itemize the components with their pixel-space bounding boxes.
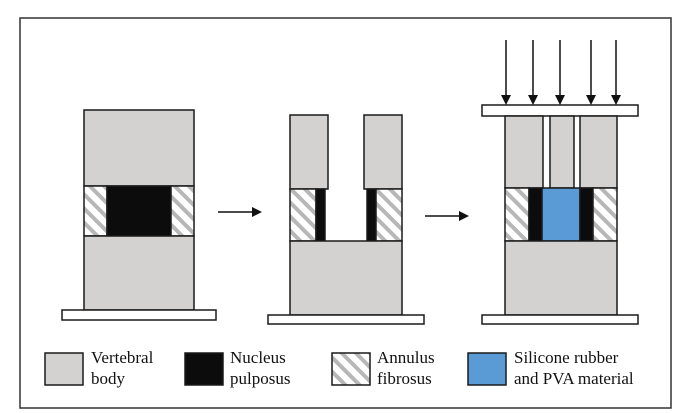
annulus-right [592, 187, 618, 242]
vertebral-body-upper-right [363, 114, 403, 190]
nucleus-remnant-left [315, 188, 326, 242]
annulus-left [289, 188, 317, 242]
legend-swatch-silicone-pva [467, 352, 507, 386]
stage-nucleus-removed [267, 114, 425, 325]
vertebral-body-lower [289, 240, 403, 316]
nucleus-remnant-right [579, 187, 594, 242]
nucleus-pulposus [106, 185, 172, 237]
base-plate [267, 314, 425, 325]
nucleus-remnant-right [366, 188, 377, 242]
annulus-left [504, 187, 530, 242]
legend [44, 352, 507, 386]
vertebral-body-upper-left [504, 115, 544, 189]
vertebral-body-upper-right [579, 115, 618, 189]
silicone-pva-implant [541, 187, 581, 242]
nucleus-remnant-left [528, 187, 543, 242]
annulus-right [170, 185, 195, 237]
vertebral-body-upper-left [289, 114, 329, 190]
legend-swatch-nucleus-pulposus [184, 352, 224, 386]
base-plate [481, 314, 639, 325]
figure-border [19, 17, 672, 409]
legend-label-silicone-pva: Silicone rubber and PVA material [514, 348, 634, 388]
base-plate [61, 309, 217, 321]
annulus-left [83, 185, 108, 237]
vertebral-body-upper-middle [549, 115, 575, 189]
legend-label-annulus-fibrosus: Annulus fibrosus [377, 348, 435, 388]
legend-label-vertebral-body: Vertebral body [91, 348, 154, 388]
legend-label-nucleus-pulposus: Nucleus pulposus [230, 348, 291, 388]
legend-swatch-annulus-fibrosus [331, 352, 371, 386]
load-arrows [501, 40, 621, 105]
annulus-right [375, 188, 403, 242]
vertebral-body-upper [83, 109, 195, 187]
vertebral-body-lower [83, 235, 195, 311]
vertebral-body-lower [504, 240, 618, 316]
stage-implant-under-load [481, 40, 639, 325]
top-load-plate [481, 104, 639, 117]
legend-swatch-vertebral-body [44, 352, 84, 386]
stage-intact-disc [61, 109, 217, 321]
